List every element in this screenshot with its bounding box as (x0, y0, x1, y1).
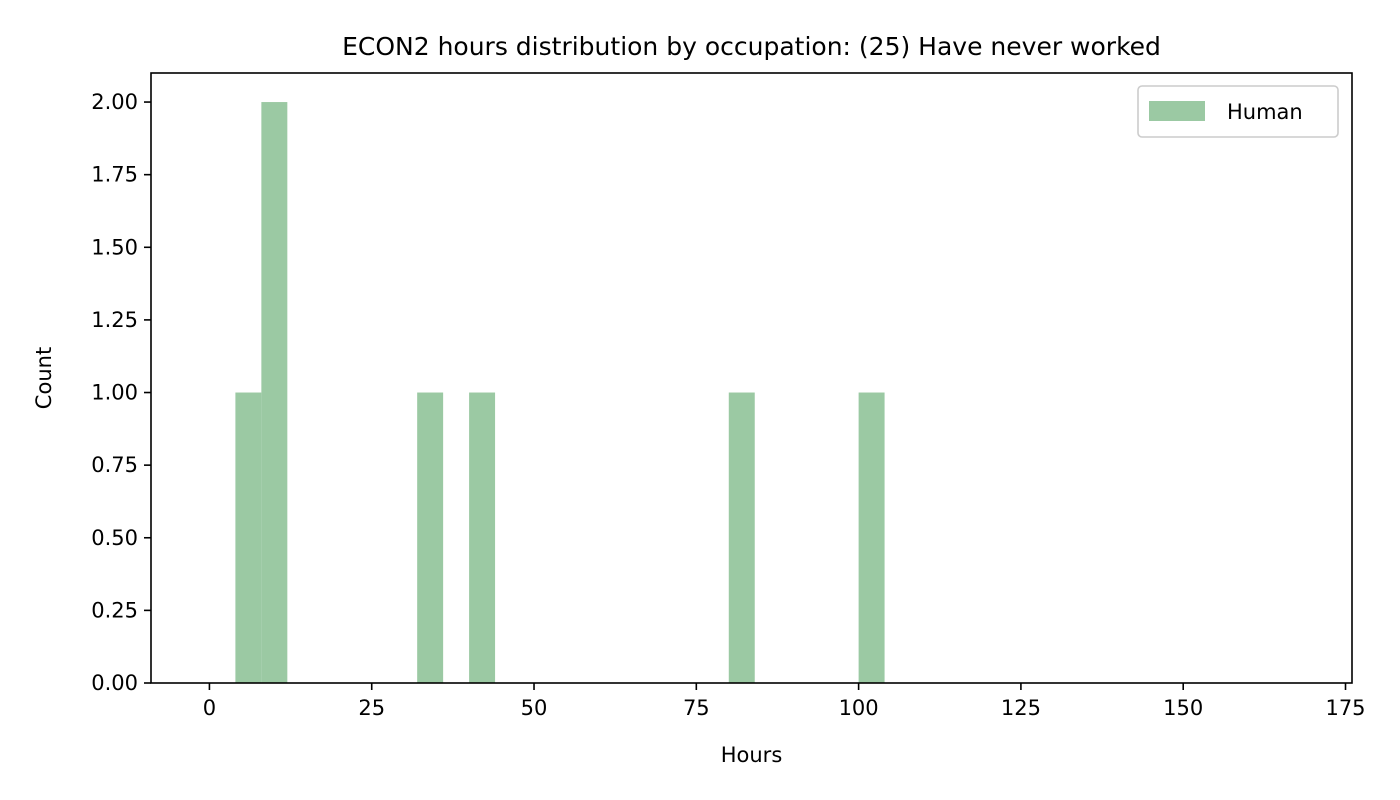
x-tick-label: 25 (358, 696, 385, 720)
y-tick-label: 0.50 (91, 526, 138, 550)
y-tick-label: 1.75 (91, 163, 138, 187)
y-tick-label: 0.25 (91, 598, 138, 622)
x-axis-label: Hours (721, 743, 783, 767)
legend-label: Human (1227, 100, 1303, 124)
legend-swatch (1149, 101, 1205, 121)
x-tick-label: 0 (203, 696, 216, 720)
histogram-bar (417, 392, 444, 683)
plot-frame (150, 72, 1353, 684)
y-tick-label: 0.75 (91, 453, 138, 477)
y-tick-label: 1.00 (91, 381, 138, 405)
y-tick-label: 2.00 (91, 90, 138, 114)
y-tick-label: 0.00 (91, 671, 138, 695)
y-axis: 0.00 0.25 0.50 0.75 1.00 1.25 1.50 1.75 2.00 (91, 90, 151, 695)
histogram-bar (469, 392, 496, 683)
x-tick-label: 150 (1163, 696, 1203, 720)
bars-layer (235, 102, 885, 684)
x-axis: 0 25 50 75 100 125 150 175 (203, 683, 1366, 720)
y-axis-label: Count (32, 347, 56, 409)
histogram-bar (728, 392, 755, 683)
histogram-bar (261, 102, 288, 684)
x-tick-label: 175 (1325, 696, 1365, 720)
chart-title: ECON2 hours distribution by occupation: … (342, 32, 1161, 61)
legend: Human (1137, 85, 1339, 138)
y-tick-label: 1.50 (91, 235, 138, 259)
legend-box (1137, 85, 1339, 138)
histogram-bar (235, 392, 262, 683)
x-tick-label: 125 (1001, 696, 1041, 720)
x-tick-label: 50 (521, 696, 548, 720)
y-tick-label: 1.25 (91, 308, 138, 332)
histogram-bar (858, 392, 885, 683)
x-tick-label: 100 (839, 696, 879, 720)
x-tick-label: 75 (683, 696, 710, 720)
